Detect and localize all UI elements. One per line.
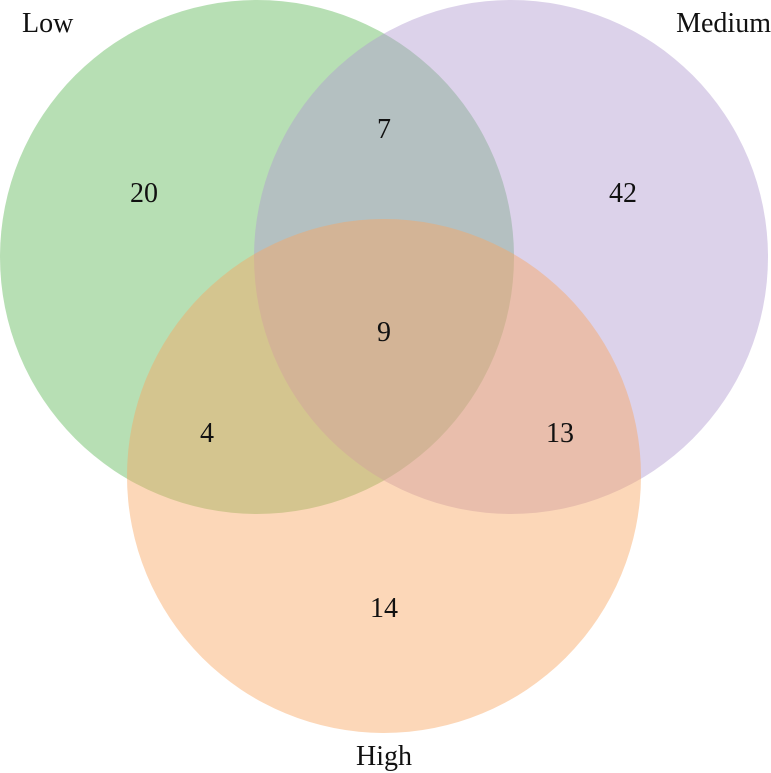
- set-circle-low: [0, 0, 514, 514]
- count-low-medium: 7: [377, 114, 391, 145]
- set-circle-medium: [254, 0, 768, 514]
- set-label-low: Low: [22, 8, 74, 39]
- count-low-high: 4: [200, 418, 214, 449]
- set-label-high: High: [356, 741, 412, 772]
- set-label-medium: Medium: [676, 8, 771, 39]
- count-low-medium-high: 9: [377, 317, 391, 348]
- set-circle-high: [127, 219, 641, 733]
- count-medium-only: 42: [609, 178, 637, 209]
- count-high-only: 14: [370, 593, 398, 624]
- count-low-only: 20: [130, 178, 158, 209]
- count-medium-high: 13: [546, 418, 574, 449]
